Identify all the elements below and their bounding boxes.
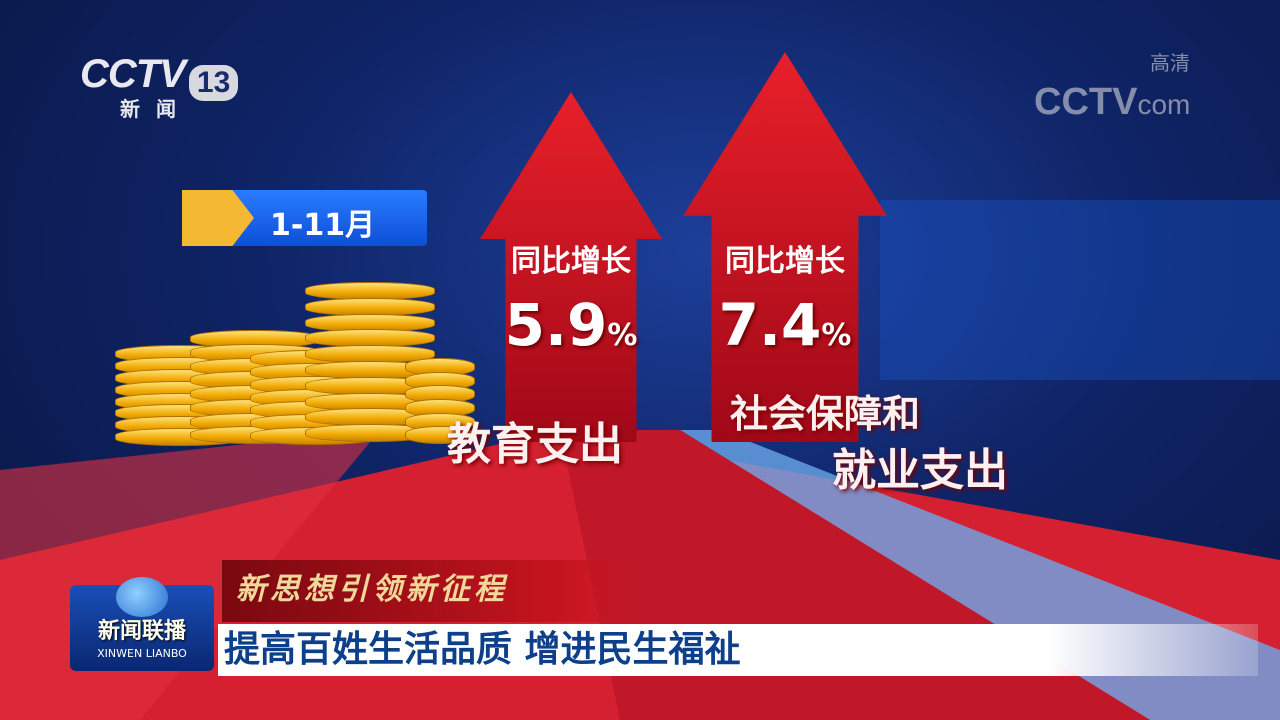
- coin: [405, 426, 475, 445]
- hd-watermark: 高清: [1150, 53, 1190, 75]
- stat-category-line2: 就业支出: [832, 445, 1008, 496]
- headline-banner: 提高百姓生活品质 增进民生福祉: [218, 624, 1258, 676]
- topic-banner: 新思想引领新征程: [222, 560, 642, 622]
- stat-category: 教育支出: [447, 419, 623, 470]
- stat-value: 7.4%: [718, 291, 852, 359]
- period-tag: 1-11月: [182, 190, 427, 246]
- stat-label: 同比增长: [511, 244, 631, 279]
- stat-value: 5.9%: [504, 291, 638, 359]
- globe-icon: [116, 577, 168, 617]
- stat-category-line1: 社会保障和: [729, 392, 920, 436]
- cctv13-logo: CCTV 13 新闻: [80, 52, 239, 122]
- cctv-com-watermark: CCTVcom: [1034, 81, 1191, 123]
- stat-label: 同比增长: [725, 244, 845, 279]
- arrow-icon: [182, 190, 254, 246]
- program-logo: 新闻联播 XINWEN LIANBO: [70, 577, 214, 671]
